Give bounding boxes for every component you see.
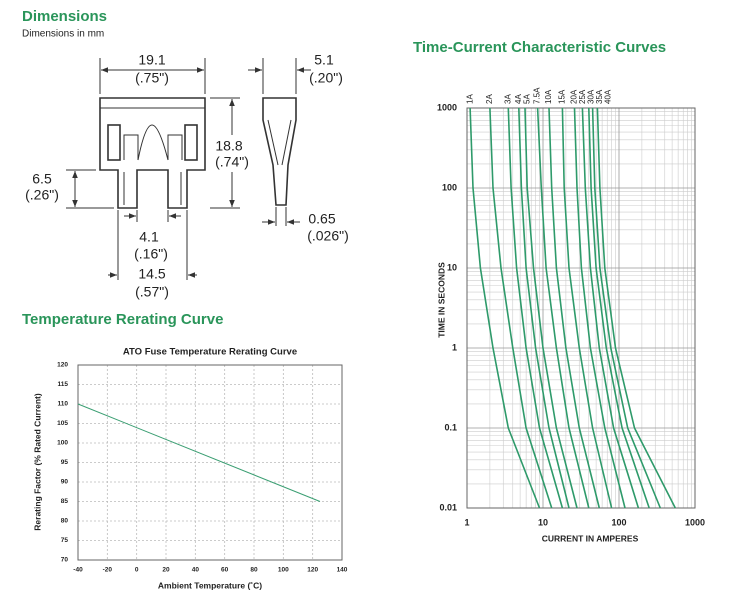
curve [77, 403, 321, 502]
curve [469, 107, 541, 509]
dimension-value: (.57") [135, 284, 169, 300]
y-tick-label: 0.01 [439, 502, 457, 512]
plot-frame [77, 364, 343, 561]
dimension-value: 0.65 [308, 211, 335, 227]
curve [518, 107, 570, 509]
y-axis-label: Rerating Factor (% Rated Current) [32, 393, 42, 531]
x-tick-label: 1000 [685, 517, 705, 527]
series-label: 5A [522, 94, 531, 104]
curve [524, 107, 578, 509]
fuse-front-view [99, 97, 206, 209]
y-tick-label: 1 [452, 342, 457, 352]
x-tick-label: 40 [192, 567, 200, 574]
x-tick-label: 100 [278, 567, 289, 574]
y-tick-label: 0.1 [444, 422, 457, 432]
series-label: 7.5A [533, 87, 542, 104]
section-subtitle: Dimensions in mm [22, 29, 104, 40]
curve [588, 107, 650, 509]
curve [581, 107, 640, 509]
x-tick-label: 100 [611, 517, 626, 527]
dimension-lines [66, 58, 311, 280]
x-tick-label: 140 [337, 567, 348, 574]
x-tick-label: 0 [135, 567, 139, 574]
x-axis-label: Ambient Temperature (˚C) [158, 580, 262, 590]
dimension-value: (.75") [135, 70, 169, 86]
x-tick-label: 80 [250, 567, 258, 574]
dimension-value: 18.8 [215, 138, 242, 154]
series-label: 1A [465, 94, 474, 104]
series-label: 3A [503, 94, 512, 104]
dimension-value: (.026") [307, 228, 349, 244]
series-label: 40A [604, 89, 613, 104]
y-tick-label: 75 [61, 537, 69, 544]
x-tick-label: 120 [307, 567, 318, 574]
y-tick-label: 95 [61, 459, 69, 466]
series-label: 35A [595, 89, 604, 104]
y-tick-label: 115 [58, 381, 69, 388]
dimension-value: (.16") [134, 246, 168, 262]
fuse-side-view [262, 97, 297, 206]
x-tick-label: -20 [103, 567, 113, 574]
y-tick-label: 100 [442, 182, 457, 192]
x-tick-label: 20 [162, 567, 170, 574]
y-tick-label: 100 [57, 440, 68, 447]
dimension-value: (.20") [309, 70, 343, 86]
series-label: 2A [485, 94, 494, 104]
dimension-value: 19.1 [138, 52, 165, 68]
series-label: 10A [544, 89, 553, 104]
curve [591, 107, 662, 509]
curve [489, 107, 553, 509]
y-tick-label: 80 [61, 518, 69, 525]
y-tick-label: 105 [57, 420, 68, 427]
series-label: 4A [514, 94, 523, 104]
x-axis-label: CURRENT IN AMPERES [542, 533, 639, 543]
series-label: 15A [558, 89, 567, 104]
chart-title: ATO Fuse Temperature Rerating Curve [123, 347, 297, 358]
dimension-value: (.74") [215, 154, 249, 170]
curve [548, 107, 601, 509]
section-title: Temperature Rerating Curve [22, 311, 223, 328]
chart-title: Time-Current Characteristic Curves [413, 39, 666, 56]
x-tick-label: 1 [464, 517, 469, 527]
curve [507, 107, 564, 509]
dimension-value: 6.5 [32, 171, 52, 187]
dimension-value: 4.1 [139, 229, 159, 245]
y-tick-label: 1000 [437, 102, 457, 112]
y-tick-label: 85 [61, 498, 69, 505]
plot-frame [466, 107, 696, 509]
curve [573, 107, 626, 509]
dimension-value: (.26") [25, 187, 59, 203]
x-tick-label: 60 [221, 567, 229, 574]
series-label: 30A [587, 89, 596, 104]
x-tick-label: 10 [538, 517, 548, 527]
curve [536, 107, 590, 509]
section-title: Dimensions [22, 8, 107, 25]
y-tick-label: 10 [447, 262, 457, 272]
y-tick-label: 110 [58, 401, 69, 408]
y-tick-label: 70 [61, 557, 69, 564]
dimension-value: 5.1 [314, 52, 334, 68]
series-label: 25A [578, 89, 587, 104]
y-tick-label: 90 [61, 479, 69, 486]
curve [561, 107, 613, 509]
curve [596, 107, 677, 509]
dimension-value: 14.5 [138, 266, 165, 282]
y-axis-label: TIME IN SECONDS [436, 262, 446, 338]
y-tick-label: 120 [57, 362, 68, 369]
x-tick-label: -40 [73, 567, 83, 574]
series-label: 20A [570, 89, 579, 104]
